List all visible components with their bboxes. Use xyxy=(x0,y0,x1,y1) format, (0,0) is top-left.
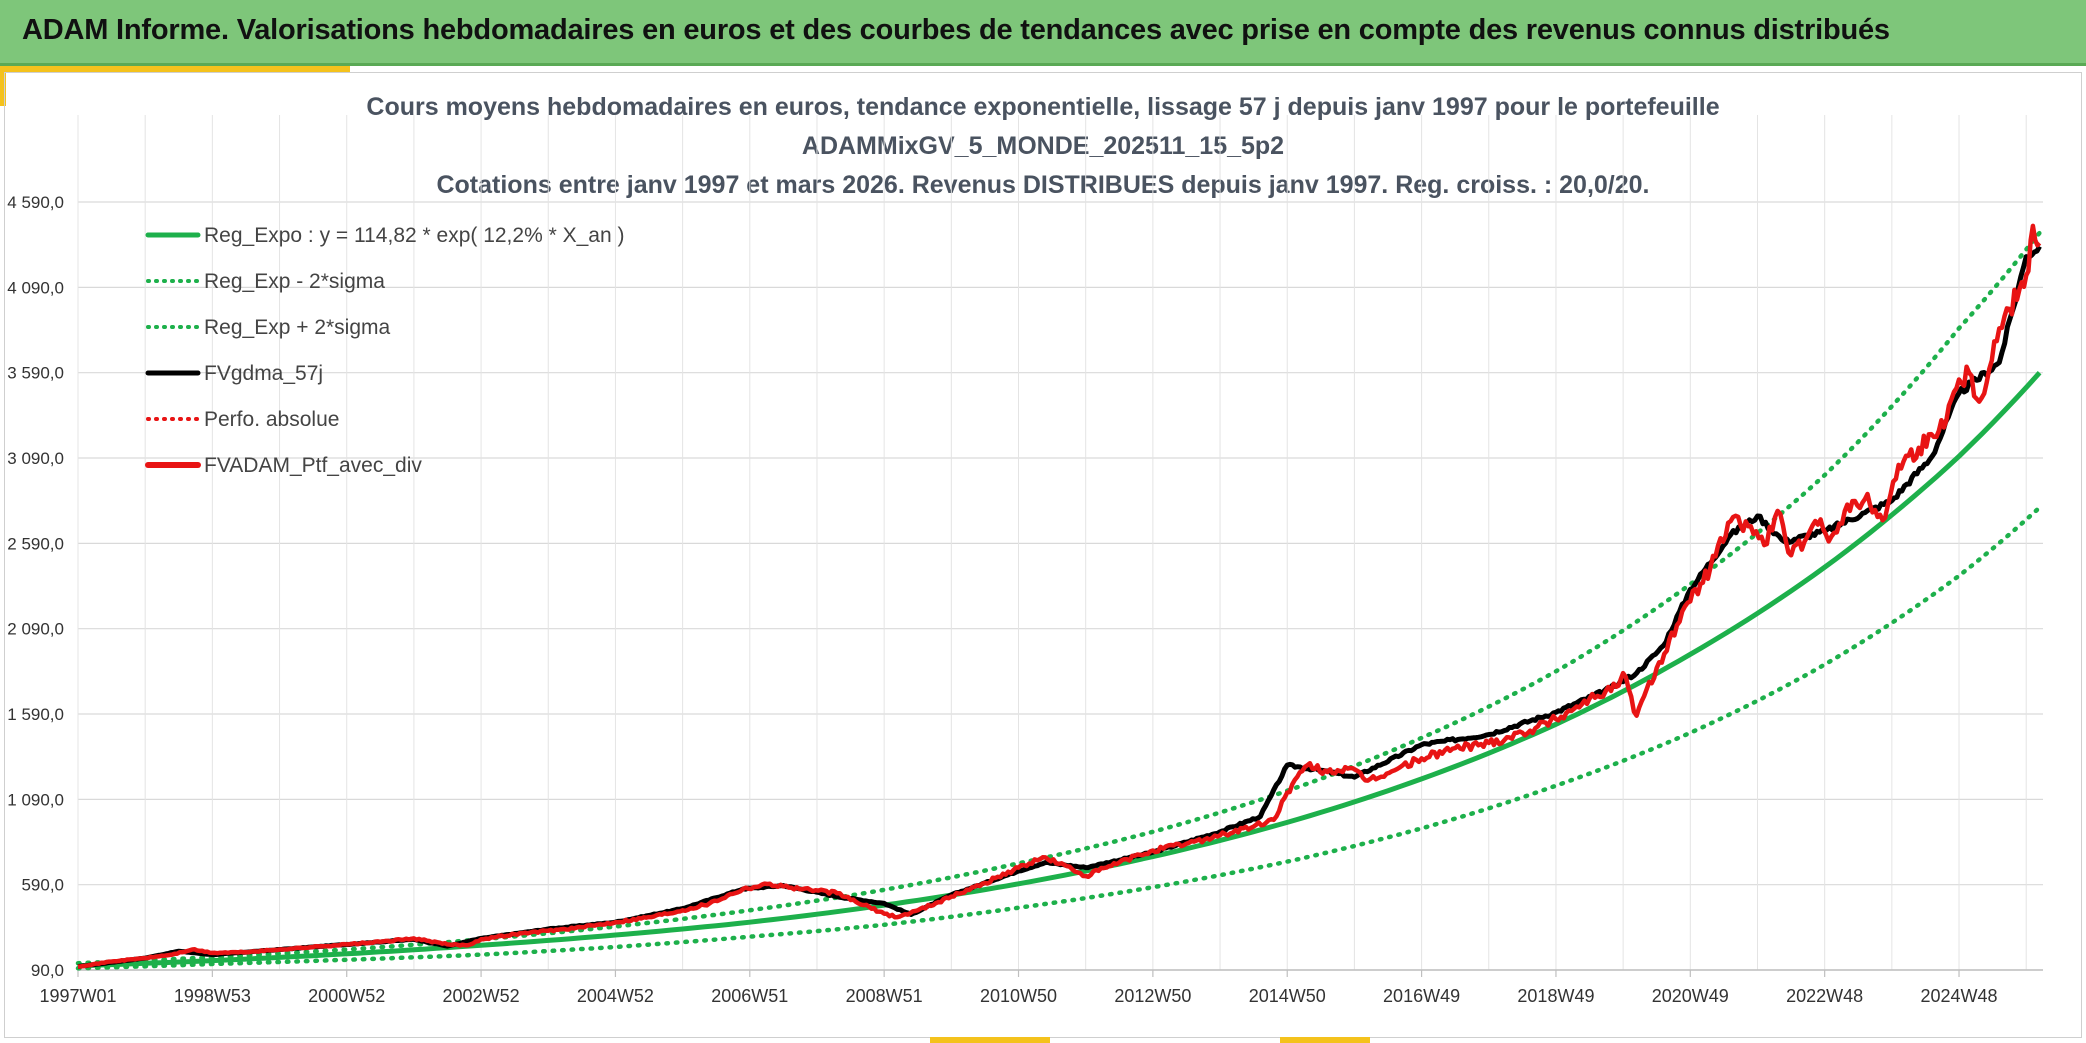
series-line-plus-2-sigma xyxy=(75,230,2042,966)
x-tick-label: 2008W51 xyxy=(846,986,923,1006)
chart-title-line-3: Cotations entre janv 1997 et mars 2026. … xyxy=(436,171,1650,199)
y-tick-label: 590,0 xyxy=(21,876,64,895)
accent-bar-bottom xyxy=(930,1037,1050,1043)
y-tick-label: 90,0 xyxy=(31,961,64,980)
chart-title-line-2: ADAMMixGV_5_MONDE_202511_15_5p2 xyxy=(801,132,1285,160)
x-tick-label: 2016W49 xyxy=(1383,986,1460,1006)
accent-bar-bottom-2 xyxy=(1280,1037,1370,1043)
y-axis: 90,0 590,0 1 090,0 1 590,0 2 090,0 2 590,0 3 0… xyxy=(7,193,64,980)
x-tick-label: 2024W48 xyxy=(1920,986,1997,1006)
x-tick-label: 2022W48 xyxy=(1786,986,1863,1006)
x-tick-label: 2020W49 xyxy=(1652,986,1729,1006)
x-tick-label: 1997W01 xyxy=(39,986,116,1006)
legend-label: Reg_Expo : y = 114,82 * exp( 12,2% * X_a… xyxy=(204,224,624,247)
accent-bar-top xyxy=(0,66,350,72)
y-tick-label: 4 090,0 xyxy=(7,278,64,297)
series-line-reg-expo xyxy=(77,371,2042,969)
x-tick-label: 2012W50 xyxy=(1114,986,1191,1006)
legend-label: Reg_Exp + 2*sigma xyxy=(204,316,391,339)
x-tick-label: 2010W50 xyxy=(980,986,1057,1006)
legend-label: FVgdma_57j xyxy=(204,362,323,385)
header-banner: ADAM Informe. Valorisations hebdomadaire… xyxy=(0,0,2086,66)
y-tick-label: 2 590,0 xyxy=(7,534,64,553)
legend: Reg_Expo : y = 114,82 * exp( 12,2% * X_a… xyxy=(145,224,624,477)
series-line-minus-2-sigma xyxy=(75,505,2042,971)
x-tick-label: 2018W49 xyxy=(1517,986,1594,1006)
legend-label: FVADAM_Ptf_avec_div xyxy=(204,454,422,477)
series-group xyxy=(75,223,2042,971)
x-tick-label: 2014W50 xyxy=(1249,986,1326,1006)
series-line-fvadam-ptf xyxy=(77,223,2042,969)
x-axis: 1997W01 1998W53 2000W52 2002W52 2004W52 2006W… xyxy=(39,969,2043,1006)
x-tick-label: 2006W51 xyxy=(711,986,788,1006)
y-tick-label: 4 590,0 xyxy=(7,193,64,212)
series-line-fvgdma-57j xyxy=(77,245,2042,970)
x-tick-label: 2002W52 xyxy=(443,986,520,1006)
legend-label: Reg_Exp - 2*sigma xyxy=(204,270,385,293)
x-tick-label: 1998W53 xyxy=(174,986,251,1006)
x-tick-label: 2004W52 xyxy=(577,986,654,1006)
grid xyxy=(77,115,2043,971)
chart-title-line-1: Cours moyens hebdomadaires en euros, ten… xyxy=(366,93,1720,121)
y-tick-label: 3 590,0 xyxy=(7,364,64,383)
y-tick-label: 2 090,0 xyxy=(7,620,64,639)
page-title: ADAM Informe. Valorisations hebdomadaire… xyxy=(22,14,1890,46)
legend-label: Perfo. absolue xyxy=(204,408,339,431)
accent-bar-left xyxy=(0,66,6,106)
x-tick-label: 2000W52 xyxy=(308,986,385,1006)
y-tick-label: 1 090,0 xyxy=(7,790,64,809)
y-tick-label: 3 090,0 xyxy=(7,449,64,468)
y-tick-label: 1 590,0 xyxy=(7,705,64,724)
